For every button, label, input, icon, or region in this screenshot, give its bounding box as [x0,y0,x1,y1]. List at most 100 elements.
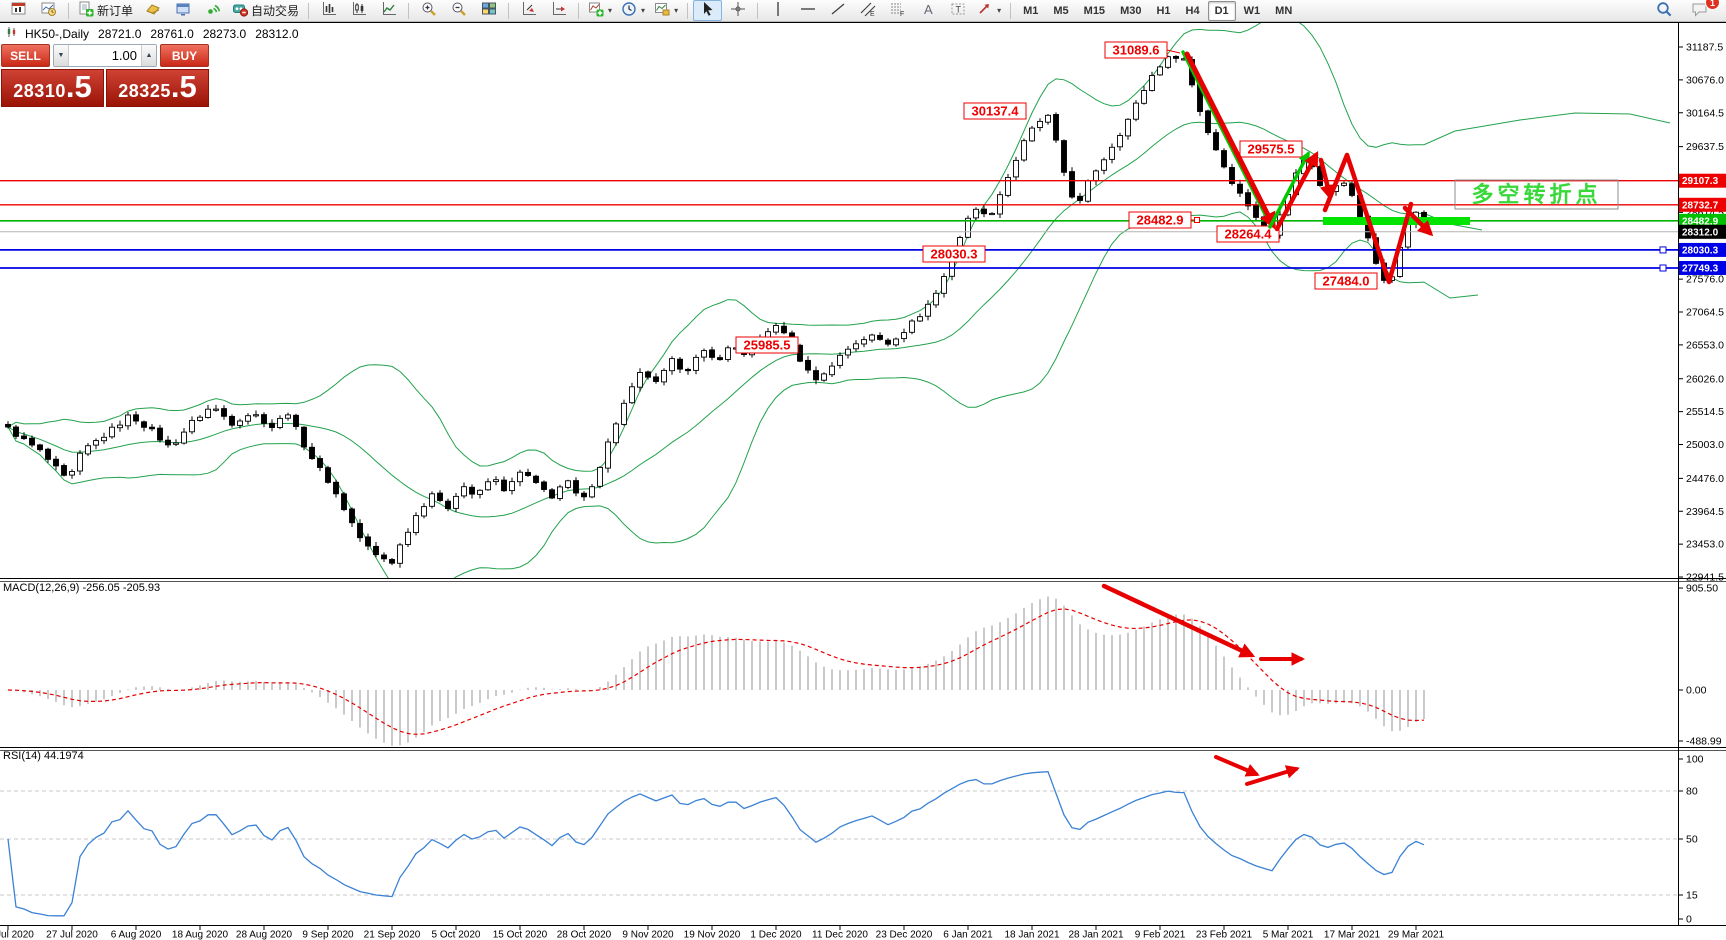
sell-button[interactable]: SELL [1,44,50,67]
notifications-button[interactable]: 1 [1685,0,1720,21]
price-axis-badge [1679,224,1726,239]
price-label-text: 28482.9 [1137,213,1184,228]
zoom-out-button[interactable] [444,0,473,21]
volume-input[interactable] [69,45,141,66]
timeframe-M1[interactable]: M1 [1023,4,1039,17]
macd-axis-tick: 905.50 [1686,583,1718,595]
time-axis-label: 27 Jul 2020 [46,930,98,940]
price-label-box [1239,140,1303,158]
price-axis-badge-value: 28030.3 [1682,245,1719,256]
profiles-icon [41,1,57,20]
one-click-trading-panel: SELL ▼ ▲ BUY 28310.5 28325.5 [1,44,209,107]
line-handle [1659,246,1667,254]
timeframe-H4[interactable]: H4 [1185,4,1200,17]
vertical-line-tool-button[interactable] [763,0,792,21]
indicators-button[interactable]: ▾ [584,0,616,21]
equidistant-channel-icon: E [860,1,876,20]
zoom-out-icon [451,1,467,20]
timeframe-M15[interactable]: M15 [1083,4,1106,17]
volume-increase-button[interactable]: ▲ [141,45,156,66]
green-support-zone[interactable] [1323,217,1470,225]
timeframe-H1[interactable]: H1 [1156,4,1171,17]
price-annotation-labels[interactable]: 31089.6 30137.4 29575.5 28482.9 28264.4 28030… [735,41,1378,354]
text-tool-button[interactable]: A [913,0,942,21]
ohlc-low: 28273.0 [202,26,247,41]
sell-price-main: 28310 [13,81,66,101]
sell-price-display[interactable]: 28310.5 [1,69,104,107]
search-button[interactable] [1650,0,1679,21]
toolbar-separator [308,2,310,19]
price-label-text: 31089.6 [1113,43,1160,58]
arrows-tool-button[interactable]: ▾ [973,0,1005,21]
red-trend-arrow [1322,152,1414,285]
timeframe-W1[interactable]: W1 [1243,4,1261,17]
time-axis-label: 9 Nov 2020 [622,930,674,940]
cursor-icon [700,1,716,20]
dropdown-caret: ▾ [674,6,679,15]
volume-stepper: ▼ ▲ [53,44,157,67]
buy-price-display[interactable]: 28325.5 [106,69,209,107]
history-center-button[interactable] [138,0,167,21]
ohlc-open: 28721.0 [98,26,142,41]
buy-button[interactable]: BUY [160,44,209,67]
timeframe-D1[interactable]: D1 [1207,0,1236,21]
text-label-tool-button[interactable]: T [943,0,972,21]
price-axis[interactable]: 31187.530676.030164.529637.528614.527576… [1678,42,1726,584]
candlestick-chart-button[interactable] [344,0,373,21]
buy-price-main: 28325 [118,81,171,101]
macd-histogram [7,596,1425,746]
svg-text:A: A [924,2,933,17]
macd-axis-tick: -488.99 [1686,736,1722,748]
signals-button[interactable] [198,0,227,21]
profiles-button[interactable] [34,0,63,21]
price-axis-badge-value: 27749.3 [1682,263,1719,274]
price-axis-badge [1679,242,1726,257]
volume-decrease-button[interactable]: ▼ [54,45,69,66]
bollinger-upper-band [7,23,1671,472]
timeframe-M30[interactable]: M30 [1120,4,1142,17]
crosshair-tool-button[interactable] [723,0,752,21]
price-label-box [963,102,1027,120]
price-axis-badge-value: 28312.0 [1682,227,1719,238]
ohlc-high: 28761.0 [150,26,194,41]
price-axis-tick: 29637.5 [1686,141,1724,153]
horizontal-line-tool-button[interactable] [793,0,822,21]
trendline-tool-button[interactable] [823,0,852,21]
rsi-axis-tick: 50 [1686,834,1698,846]
zoom-in-button[interactable] [414,0,443,21]
price-label-text: 27484.0 [1323,274,1370,289]
cursor-tool-button[interactable] [693,0,723,21]
channel-tool-button[interactable]: E [853,0,882,21]
price-label-text: 28030.3 [931,247,978,262]
time-axis-label: 5 Oct 2020 [432,930,481,940]
periods-button[interactable]: ▾ [617,0,649,21]
templates-button[interactable]: ▾ [650,0,682,21]
timeframe-MN[interactable]: MN [1275,4,1293,17]
time-axis-label: 28 Oct 2020 [557,930,612,940]
label-callout-line [1166,49,1181,54]
svg-text:E: E [870,11,875,17]
tile-windows-button[interactable] [474,0,503,21]
time-axis-label: 28 Aug 2020 [236,930,293,940]
chart-symbol-icon [6,26,18,41]
price-axis-tick: 31187.5 [1686,42,1723,54]
autotrading-button[interactable]: 自动交易 [228,0,303,21]
time-axis-label: 17 Mar 2021 [1324,930,1381,940]
bar-chart-button[interactable] [314,0,343,21]
time-axis[interactable]: 15 Jul 2020 27 Jul 2020 6 Aug 2020 18 Aug 2… [0,925,1445,940]
line-chart-button[interactable] [374,0,403,21]
auto-scroll-button[interactable] [514,0,543,21]
fibonacci-tool-button[interactable]: F [883,0,912,21]
time-axis-label: 15 Oct 2020 [493,930,548,940]
turning-point-note[interactable]: 多空转折点 [1454,179,1619,210]
chart-window-button[interactable] [4,0,33,21]
terminal-button[interactable] [168,0,197,21]
trend-arrows[interactable] [1101,50,1434,786]
time-axis-label: 29 Mar 2021 [1388,930,1445,940]
bollinger-middle-band [7,121,1483,518]
new-order-button[interactable]: 新订单 [74,0,137,21]
terminal-icon [175,1,191,20]
timeframe-M5[interactable]: M5 [1053,4,1069,17]
chart-shift-button[interactable] [544,0,573,21]
